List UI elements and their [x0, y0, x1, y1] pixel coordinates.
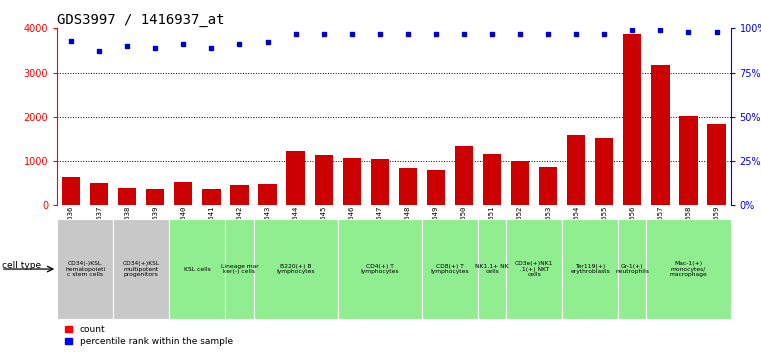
Text: CD3e(+)NK1
.1(+) NKT
cells: CD3e(+)NK1 .1(+) NKT cells [515, 261, 553, 277]
Text: GDS3997 / 1416937_at: GDS3997 / 1416937_at [57, 13, 224, 27]
Bar [286, 151, 304, 205]
Bar [680, 116, 698, 205]
Bar [338, 219, 422, 319]
Text: NK1.1+ NK
cells: NK1.1+ NK cells [475, 264, 509, 274]
Bar [113, 219, 169, 319]
Text: GSM686648: GSM686648 [405, 206, 411, 245]
Bar [427, 170, 445, 205]
Text: CD8(+) T
lymphocytes: CD8(+) T lymphocytes [431, 264, 470, 274]
Text: GSM686653: GSM686653 [545, 206, 551, 245]
Bar [618, 219, 646, 319]
Text: CD34(+)KSL
multipotent
progenitors: CD34(+)KSL multipotent progenitors [123, 261, 160, 277]
Bar [90, 183, 108, 205]
Text: GSM686654: GSM686654 [573, 206, 579, 245]
Bar [371, 159, 389, 205]
Text: GSM686656: GSM686656 [629, 206, 635, 245]
Bar [57, 219, 113, 319]
Bar [562, 219, 618, 319]
Bar [169, 219, 225, 319]
Bar [253, 219, 338, 319]
Legend: count, percentile rank within the sample: count, percentile rank within the sample [62, 321, 237, 349]
Text: B220(+) B
lymphocytes: B220(+) B lymphocytes [276, 264, 315, 274]
Bar [314, 155, 333, 205]
Text: GSM686658: GSM686658 [686, 206, 692, 245]
Bar [455, 146, 473, 205]
Text: GSM686644: GSM686644 [292, 206, 298, 245]
Bar [202, 189, 221, 205]
Text: GSM686639: GSM686639 [152, 206, 158, 245]
Text: GSM686657: GSM686657 [658, 206, 664, 245]
Bar [623, 34, 642, 205]
Bar [342, 159, 361, 205]
Text: KSL cells: KSL cells [184, 267, 211, 272]
Text: GSM686641: GSM686641 [209, 206, 215, 245]
Bar [483, 154, 501, 205]
Bar [174, 182, 193, 205]
Bar [651, 65, 670, 205]
Bar [478, 219, 506, 319]
Bar [511, 161, 529, 205]
Text: GSM686645: GSM686645 [320, 206, 326, 245]
Text: Mac-1(+)
monocytes/
macrophage: Mac-1(+) monocytes/ macrophage [670, 261, 707, 277]
Text: CD4(+) T
lymphocytes: CD4(+) T lymphocytes [361, 264, 399, 274]
Text: cell type: cell type [2, 261, 40, 270]
Bar [118, 188, 136, 205]
Text: GSM686646: GSM686646 [349, 206, 355, 245]
Bar [146, 189, 164, 205]
Text: GSM686650: GSM686650 [461, 206, 467, 245]
Text: Gr-1(+)
neutrophils: Gr-1(+) neutrophils [616, 264, 649, 274]
Text: GSM686659: GSM686659 [714, 206, 720, 245]
Bar [567, 136, 585, 205]
Text: CD34(-)KSL
hematopoieti
c stem cells: CD34(-)KSL hematopoieti c stem cells [65, 261, 105, 277]
Text: GSM686652: GSM686652 [517, 206, 523, 245]
Text: GSM686655: GSM686655 [601, 206, 607, 245]
Bar [646, 219, 731, 319]
Bar [708, 124, 726, 205]
Bar [539, 167, 557, 205]
Bar [62, 177, 80, 205]
Text: GSM686649: GSM686649 [433, 206, 439, 245]
Text: GSM686651: GSM686651 [489, 206, 495, 245]
Bar [595, 138, 613, 205]
Text: GSM686643: GSM686643 [265, 206, 271, 245]
Bar [225, 219, 253, 319]
Text: GSM686640: GSM686640 [180, 206, 186, 245]
Text: GSM686638: GSM686638 [124, 206, 130, 245]
Text: GSM686647: GSM686647 [377, 206, 383, 245]
Text: GSM686642: GSM686642 [237, 206, 243, 245]
Bar [422, 219, 478, 319]
Text: GSM686636: GSM686636 [68, 206, 74, 245]
Bar [506, 219, 562, 319]
Text: Lineage mar
ker(-) cells: Lineage mar ker(-) cells [221, 264, 258, 274]
Bar [399, 168, 417, 205]
Bar [259, 184, 277, 205]
Text: Ter119(+)
erythroblasts: Ter119(+) erythroblasts [571, 264, 610, 274]
Text: GSM686637: GSM686637 [96, 206, 102, 245]
Bar [231, 185, 249, 205]
